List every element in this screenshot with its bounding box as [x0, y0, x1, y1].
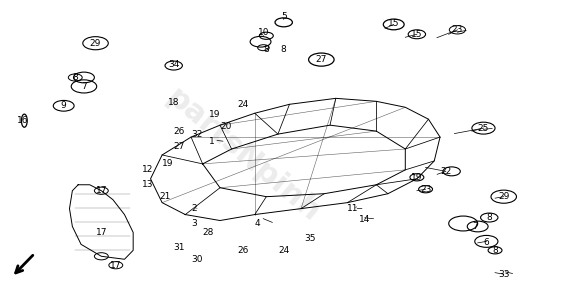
Text: 10: 10 [258, 28, 269, 37]
Text: 12: 12 [142, 165, 153, 174]
Text: 24: 24 [237, 100, 249, 109]
Text: 2: 2 [191, 204, 197, 213]
Text: 30: 30 [191, 255, 203, 264]
Text: 29: 29 [498, 192, 510, 201]
Text: 5: 5 [281, 12, 287, 21]
Text: 18: 18 [168, 98, 179, 107]
Text: 3: 3 [191, 219, 197, 228]
Text: 22: 22 [440, 167, 452, 176]
Text: 35: 35 [304, 234, 316, 243]
Text: 26: 26 [174, 127, 185, 136]
Text: 21: 21 [159, 192, 171, 201]
Text: 27: 27 [316, 55, 327, 64]
Text: 7: 7 [472, 222, 478, 231]
Text: 20: 20 [220, 122, 232, 131]
Text: 16: 16 [17, 116, 29, 125]
Text: 4: 4 [255, 219, 261, 228]
Text: 17: 17 [110, 261, 122, 270]
Text: 8: 8 [486, 213, 492, 222]
Text: 8: 8 [263, 45, 269, 54]
Text: partsNpinh: partsNpinh [161, 83, 325, 227]
Text: 8: 8 [281, 45, 287, 54]
Text: 23: 23 [452, 25, 463, 34]
Text: 24: 24 [278, 246, 290, 255]
Text: 31: 31 [174, 243, 185, 252]
Text: 17: 17 [96, 228, 107, 237]
Text: 26: 26 [237, 246, 249, 255]
Text: 28: 28 [203, 228, 214, 237]
Text: 9: 9 [61, 101, 67, 110]
Text: 1: 1 [208, 137, 214, 146]
Text: 13: 13 [142, 180, 153, 189]
Text: 8: 8 [72, 73, 78, 82]
Text: 8: 8 [492, 246, 498, 255]
Text: 17: 17 [96, 186, 107, 195]
Text: 11: 11 [347, 204, 359, 213]
Text: 29: 29 [90, 39, 101, 48]
Text: 19: 19 [208, 110, 220, 119]
Text: 23: 23 [420, 185, 431, 194]
Text: 33: 33 [498, 270, 510, 279]
Text: 15: 15 [411, 30, 423, 39]
Text: 32: 32 [191, 130, 203, 139]
Text: 19: 19 [411, 173, 423, 182]
Text: 19: 19 [162, 159, 174, 168]
Text: 14: 14 [359, 215, 371, 224]
Text: 6: 6 [483, 238, 489, 247]
Text: 25: 25 [478, 124, 489, 133]
Text: 7: 7 [81, 82, 87, 91]
Text: 15: 15 [388, 19, 400, 28]
Text: 34: 34 [168, 60, 179, 69]
Text: 27: 27 [174, 142, 185, 150]
